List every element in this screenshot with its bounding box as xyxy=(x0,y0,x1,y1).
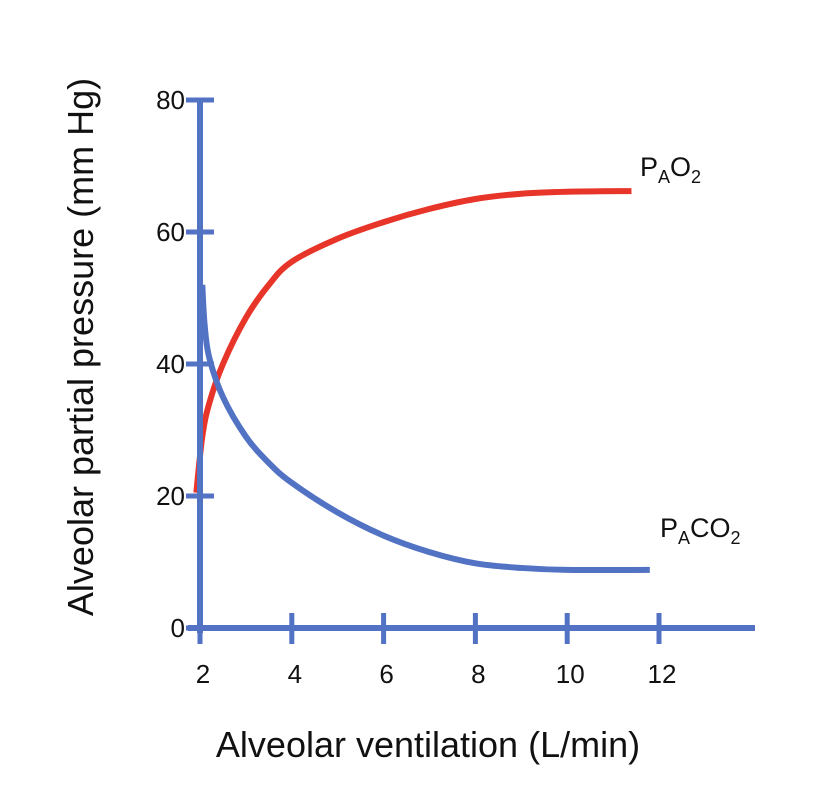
series-line-pao2 xyxy=(193,188,632,494)
labels: 0 20 40 60 80 2 4 6 8 10 12 PAO2 PACO2 xyxy=(156,85,740,689)
x-tick-label: 4 xyxy=(288,659,302,689)
series-line-paco2 xyxy=(199,284,650,574)
axes xyxy=(186,97,755,644)
y-tick-label: 20 xyxy=(156,481,185,511)
y-tick-label: 80 xyxy=(156,85,185,115)
x-tick-label: 8 xyxy=(471,659,485,689)
x-tick-label: 2 xyxy=(196,659,210,689)
y-tick-label: 40 xyxy=(156,349,185,379)
series-label-pao2: PAO2 xyxy=(640,152,701,187)
y-tick-label: 60 xyxy=(156,217,185,247)
x-tick-label: 12 xyxy=(648,659,677,689)
x-axis-title: Alveolar ventilation (L/min) xyxy=(216,724,640,765)
y-axis-title: Alveolar partial pressure (mm Hg) xyxy=(60,78,101,616)
x-tick-label: 10 xyxy=(556,659,585,689)
series-layer xyxy=(193,188,650,574)
series-label-paco2: PACO2 xyxy=(660,513,741,548)
x-tick-label: 6 xyxy=(379,659,393,689)
y-tick-label: 0 xyxy=(171,613,185,643)
